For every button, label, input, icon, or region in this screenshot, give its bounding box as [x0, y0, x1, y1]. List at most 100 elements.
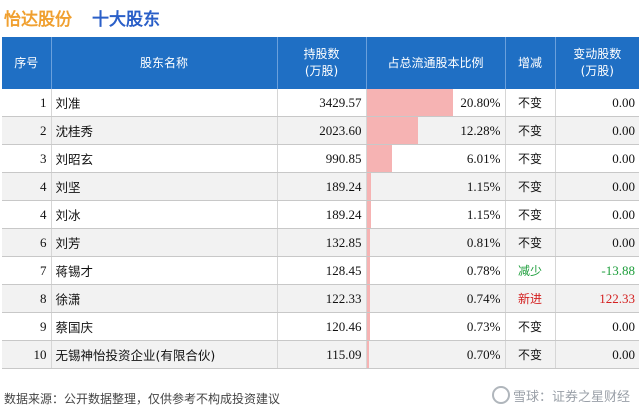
table-row: 2 沈桂秀 2023.60 12.28% 不变 0.00	[2, 116, 639, 145]
row-change: 不变	[505, 200, 556, 229]
row-delta: 0.00	[555, 340, 639, 369]
row-ratio: 0.70%	[366, 340, 506, 369]
ratio-bar	[366, 145, 392, 172]
row-holder-name: 蔡国庆	[51, 312, 278, 341]
row-shares: 128.45	[277, 256, 367, 285]
row-ratio: 0.74%	[366, 284, 506, 313]
ratio-bar	[366, 229, 370, 256]
page-subtitle: 十大股东	[92, 10, 160, 30]
ratio-label: 20.80%	[460, 95, 501, 110]
ratio-bar	[366, 257, 370, 284]
row-change: 不变	[505, 340, 556, 369]
row-rank: 4	[2, 200, 52, 229]
row-ratio: 0.73%	[366, 312, 506, 341]
shareholders-table: 序号 股东名称 持股数 (万股) 占总流通股本比例 增减 变动股数 (万股) 1…	[2, 37, 639, 369]
brand-label: 雪球：证券之星财经	[512, 390, 630, 405]
row-holder-name: 蒋锡才	[51, 256, 278, 285]
row-change: 不变	[505, 116, 556, 145]
row-change: 不变	[505, 312, 556, 341]
row-delta: 0.00	[555, 116, 639, 145]
ratio-label: 6.01%	[466, 151, 501, 166]
row-shares: 189.24	[277, 172, 367, 201]
row-ratio: 20.80%	[366, 89, 506, 117]
row-shares: 132.85	[277, 228, 367, 257]
ratio-label: 1.15%	[466, 207, 501, 222]
table-row: 10 无锡神怡投资企业(有限合伙) 115.09 0.70% 不变 0.00	[2, 340, 639, 369]
col-header-change: 增减	[505, 37, 556, 89]
row-ratio: 1.15%	[366, 200, 506, 229]
row-delta: -13.88	[555, 256, 639, 285]
ratio-bar	[366, 313, 370, 340]
row-rank: 8	[2, 284, 52, 313]
table-row: 7 蒋锡才 128.45 0.78% 减少 -13.88	[2, 256, 639, 285]
row-shares: 990.85	[277, 144, 367, 173]
row-shares: 120.46	[277, 312, 367, 341]
ratio-bar	[366, 89, 454, 116]
row-holder-name: 刘昭玄	[51, 144, 278, 173]
col-header-ratio: 占总流通股本比例	[366, 37, 506, 89]
row-ratio: 0.81%	[366, 228, 506, 257]
row-delta: 0.00	[555, 144, 639, 173]
table-row: 6 刘芳 132.85 0.81% 不变 0.00	[2, 228, 639, 257]
ratio-label: 12.28%	[460, 123, 501, 138]
row-change: 不变	[505, 172, 556, 201]
col-header-delta: 变动股数 (万股)	[555, 37, 639, 89]
snowball-logo-icon	[491, 386, 510, 404]
row-shares: 3429.57	[277, 89, 367, 117]
col-header-name: 股东名称	[51, 37, 278, 89]
ratio-bar	[366, 341, 370, 368]
ratio-label: 0.70%	[466, 347, 501, 362]
data-source-note: 数据来源：公开数据整理，仅供参考不构成投资建议	[4, 392, 281, 406]
ratio-bar	[366, 117, 418, 144]
row-rank: 6	[2, 228, 52, 257]
row-delta: 0.00	[555, 172, 639, 201]
row-shares: 189.24	[277, 200, 367, 229]
row-change: 不变	[505, 144, 556, 173]
brand-watermark: 雪球：证券之星财经	[491, 386, 630, 405]
company-title: 怡达股份	[4, 10, 72, 30]
ratio-bar	[366, 173, 372, 200]
row-delta: 122.33	[555, 284, 639, 313]
table-row: 3 刘昭玄 990.85 6.01% 不变 0.00	[2, 144, 639, 173]
row-delta: 0.00	[555, 89, 639, 117]
row-holder-name: 沈桂秀	[51, 116, 278, 145]
table-row: 1 刘准 3429.57 20.80% 不变 0.00	[2, 89, 639, 117]
col-header-shares: 持股数 (万股)	[277, 37, 367, 89]
ratio-label: 0.73%	[466, 319, 501, 334]
table-row: 9 蔡国庆 120.46 0.73% 不变 0.00	[2, 312, 639, 341]
row-change: 新进	[505, 284, 556, 313]
row-delta: 0.00	[555, 312, 639, 341]
row-change: 减少	[505, 256, 556, 285]
row-rank: 4	[2, 172, 52, 201]
row-holder-name: 无锡神怡投资企业(有限合伙)	[51, 340, 278, 369]
ratio-label: 1.15%	[466, 179, 501, 194]
row-rank: 7	[2, 256, 52, 285]
row-holder-name: 刘准	[51, 89, 278, 117]
row-change: 不变	[505, 228, 556, 257]
row-shares: 2023.60	[277, 116, 367, 145]
ratio-bar	[366, 201, 372, 228]
row-holder-name: 刘芳	[51, 228, 278, 257]
table-row: 4 刘冰 189.24 1.15% 不变 0.00	[2, 200, 639, 229]
ratio-label: 0.78%	[466, 263, 501, 278]
col-header-rank: 序号	[2, 37, 52, 89]
row-shares: 115.09	[277, 340, 367, 369]
row-delta: 0.00	[555, 228, 639, 257]
row-rank: 2	[2, 116, 52, 145]
row-ratio: 12.28%	[366, 116, 506, 145]
row-delta: 0.00	[555, 200, 639, 229]
row-change: 不变	[505, 89, 556, 117]
row-shares: 122.33	[277, 284, 367, 313]
row-holder-name: 刘冰	[51, 200, 278, 229]
ratio-label: 0.74%	[466, 291, 501, 306]
row-rank: 3	[2, 144, 52, 173]
ratio-label: 0.81%	[466, 235, 501, 250]
row-holder-name: 刘坚	[51, 172, 278, 201]
row-holder-name: 徐潇	[51, 284, 278, 313]
table-row: 4 刘坚 189.24 1.15% 不变 0.00	[2, 172, 639, 201]
row-rank: 10	[2, 340, 52, 369]
title-bar: 怡达股份 十大股东	[0, 0, 640, 36]
row-ratio: 1.15%	[366, 172, 506, 201]
table-row: 8 徐潇 122.33 0.74% 新进 122.33	[2, 284, 639, 313]
table-header-row: 序号 股东名称 持股数 (万股) 占总流通股本比例 增减 变动股数 (万股)	[2, 37, 639, 89]
